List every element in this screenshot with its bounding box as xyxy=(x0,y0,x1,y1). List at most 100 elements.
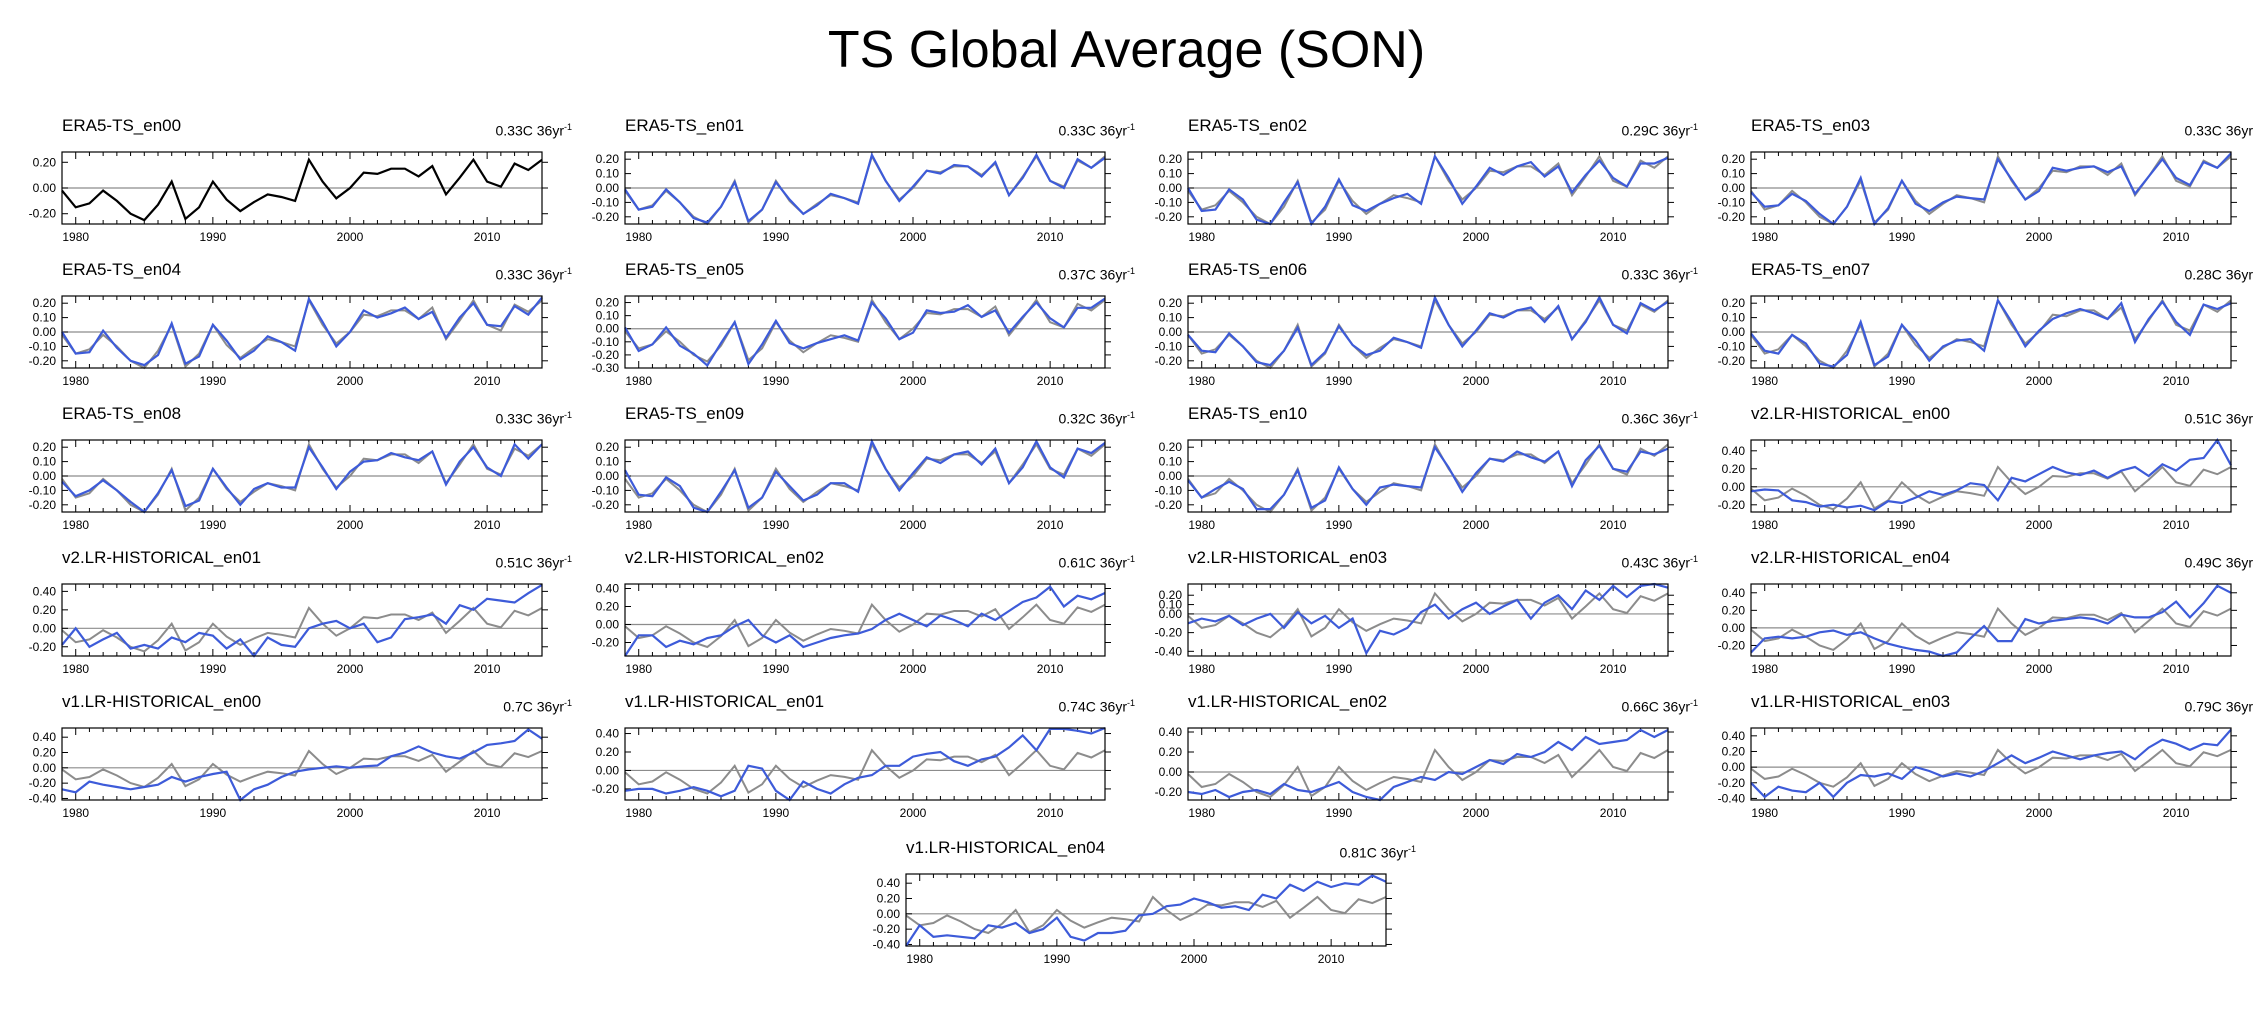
trend-value: 0.29C 36yr xyxy=(1621,122,1690,139)
y-tick-label: 0.00 xyxy=(1159,181,1183,195)
trend-label: 0.33C 36yr-1 xyxy=(1622,262,1699,284)
panel-ERA5-TS_en08: ERA5-TS_en08 0.33C 36yr-1 1980 1990 2000 2010… xyxy=(29,404,572,532)
x-tick-label: 2010 xyxy=(1037,230,1064,244)
series-line-model xyxy=(1750,437,2232,512)
x-tick-label: 2010 xyxy=(1037,374,1064,388)
series-line-model xyxy=(1750,584,2232,658)
panel-v1.LR-HISTORICAL_en02: v1.LR-HISTORICAL_en02 0.66C 36yr-1 1980 199… xyxy=(1155,692,1699,820)
y-tick-label: 0.00 xyxy=(596,618,620,632)
panel-ERA5-TS_en00: ERA5-TS_en00 0.33C 36yr-1 1980 1990 2000 2010… xyxy=(29,116,572,244)
x-tick-label: 2010 xyxy=(2163,806,2190,820)
trend-label: 0.37C 36yr-1 xyxy=(1059,262,1136,284)
series-line-reference xyxy=(1750,465,2232,511)
y-tick-label: 0.20 xyxy=(596,600,620,614)
y-tick-label: 0.40 xyxy=(33,730,57,744)
panel-title: v2.LR-HISTORICAL_en02 xyxy=(625,548,825,567)
x-tick-label: 2000 xyxy=(2026,518,2053,532)
panel-title: ERA5-TS_en09 xyxy=(625,404,745,423)
panel-plot: 1980 1990 2000 2010 0.200.100.00-0.10-0.20 xyxy=(592,151,1111,244)
y-tick-label: -0.20 xyxy=(1718,354,1746,368)
series-line-model xyxy=(61,442,543,514)
trend-exponent: -1 xyxy=(563,410,572,420)
panel-v1.LR-HISTORICAL_en00: v1.LR-HISTORICAL_en00 0.7C 36yr-1 1980 1990… xyxy=(29,692,572,820)
y-tick-label: 0.00 xyxy=(1722,760,1746,774)
panel-title: v1.LR-HISTORICAL_en01 xyxy=(625,692,825,711)
trend-label: 0.61C 36yr-1 xyxy=(1059,550,1136,572)
y-tick-label: -0.10 xyxy=(1718,339,1746,353)
series-line-model xyxy=(61,296,543,367)
series-line-model xyxy=(61,728,543,802)
x-tick-label: 1980 xyxy=(62,806,89,820)
plot-frame xyxy=(61,151,543,225)
series-line-reference xyxy=(1750,297,2232,370)
plot-frame xyxy=(1750,583,2232,657)
x-tick-label: 2010 xyxy=(1037,806,1064,820)
x-tick-label: 1980 xyxy=(906,952,933,966)
series-line-reference xyxy=(1750,153,2232,226)
series-line-model xyxy=(1750,728,2232,799)
trend-exponent: -1 xyxy=(563,266,572,276)
trend-exponent: -1 xyxy=(1126,410,1135,420)
panel-plot: 1980 1990 2000 2010 0.40 0.20 0.00 -0.20 xyxy=(592,727,1111,820)
series-line-reference xyxy=(1750,606,2232,652)
trend-label: 0.66C 36yr-1 xyxy=(1622,694,1699,716)
y-tick-label: -0.10 xyxy=(592,335,620,349)
x-tick-label: 1980 xyxy=(625,230,652,244)
y-tick-label: -0.20 xyxy=(29,640,57,654)
series-line-reference xyxy=(624,297,1106,363)
trend-value: 0.49C 36yr xyxy=(2184,554,2253,571)
panel-plot: 1980 1990 2000 2010 0.200.100.00-0.10-0.20 xyxy=(1718,295,2237,388)
series-line-model xyxy=(1187,728,1669,802)
y-tick-label: 0.00 xyxy=(1722,480,1746,494)
series-line-reference xyxy=(61,297,543,370)
y-tick-label: 0.00 xyxy=(1159,325,1183,339)
series-line-reference xyxy=(61,441,543,514)
x-tick-label: 2010 xyxy=(1600,230,1627,244)
plot-frame xyxy=(1750,151,2232,225)
x-tick-label: 2000 xyxy=(337,662,364,676)
x-tick-label: 2000 xyxy=(1463,662,1490,676)
x-tick-label: 1990 xyxy=(200,806,227,820)
trend-label: 0.33C 36yr-1 xyxy=(1059,118,1136,140)
panel-plot: 1980 1990 2000 2010 0.200.100.00-0.10-0.20 xyxy=(1155,151,1674,244)
panel-title: ERA5-TS_en02 xyxy=(1188,116,1308,135)
y-tick-label: 0.20 xyxy=(596,152,620,166)
panel-ERA5-TS_en06: ERA5-TS_en06 0.33C 36yr-1 1980 1990 2000 2010… xyxy=(1155,260,1699,388)
y-tick-label: 0.20 xyxy=(1722,744,1746,758)
y-tick-label: -0.10 xyxy=(1155,339,1183,353)
panel-title: ERA5-TS_en06 xyxy=(1188,260,1308,279)
series-line-model xyxy=(1750,152,2232,227)
panel-title: ERA5-TS_en03 xyxy=(1751,116,1871,135)
y-tick-label: 0.00 xyxy=(596,181,620,195)
trend-value: 0.37C 36yr xyxy=(1058,266,1127,283)
y-tick-label: 0.10 xyxy=(1722,167,1746,181)
panel-title: ERA5-TS_en05 xyxy=(625,260,745,279)
trend-value: 0.61C 36yr xyxy=(1058,554,1127,571)
x-tick-label: 2010 xyxy=(2163,374,2190,388)
series-line-reference xyxy=(1187,591,1669,639)
y-tick-label: 0.10 xyxy=(1159,455,1183,469)
panel-v2.LR-HISTORICAL_en01: v2.LR-HISTORICAL_en01 0.51C 36yr-1 1980 199… xyxy=(29,548,572,676)
x-tick-label: 1980 xyxy=(1188,374,1215,388)
panel-title: ERA5-TS_en01 xyxy=(625,116,745,135)
plot-frame xyxy=(1750,727,2232,801)
x-tick-label: 2010 xyxy=(474,230,501,244)
panel-ERA5-TS_en05: ERA5-TS_en05 0.37C 36yr-1 1980 1990 2000 2010… xyxy=(592,260,1136,388)
x-tick-label: 1990 xyxy=(763,374,790,388)
panel-v2.LR-HISTORICAL_en02: v2.LR-HISTORICAL_en02 0.61C 36yr-1 1980 199… xyxy=(592,548,1136,676)
x-tick-label: 1980 xyxy=(1188,518,1215,532)
panel-plot: 1980 1990 2000 2010 0.200.100.00-0.10-0.20 xyxy=(1155,294,1674,388)
y-tick-label: 0.20 xyxy=(596,296,620,310)
x-tick-label: 2000 xyxy=(337,518,364,532)
x-tick-label: 1990 xyxy=(200,518,227,532)
y-tick-label: 0.10 xyxy=(33,311,57,325)
panel-title: ERA5-TS_en04 xyxy=(62,260,182,279)
series-line-model xyxy=(1750,297,2232,368)
x-tick-label: 2000 xyxy=(1181,952,1208,966)
y-tick-label: 0.20 xyxy=(596,440,620,454)
series-line-reference xyxy=(624,602,1106,649)
x-tick-label: 2000 xyxy=(2026,662,2053,676)
x-tick-label: 2000 xyxy=(900,230,927,244)
plot-frame xyxy=(624,151,1106,225)
